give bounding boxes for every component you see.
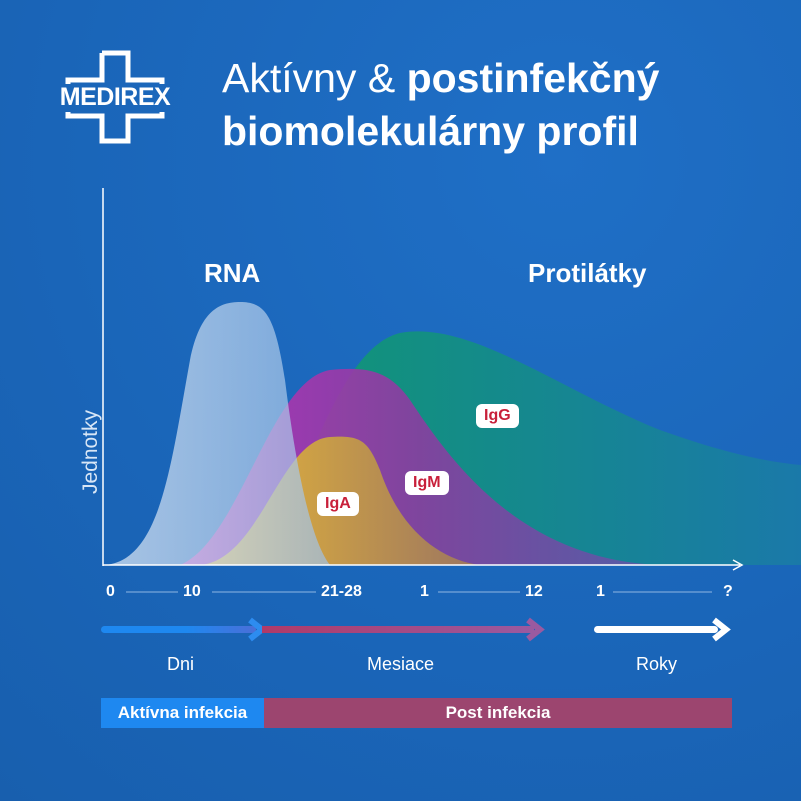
phase-active: Aktívna infekcia — [101, 698, 264, 728]
title-bold: postinfekčný — [406, 55, 660, 101]
title-light: Aktívny & — [222, 55, 407, 101]
years-arrow — [594, 626, 718, 633]
months-arrowhead-icon — [526, 617, 545, 642]
rna-label: RNA — [204, 258, 261, 288]
y-axis-label: Jednotky — [79, 409, 102, 495]
page-title: Aktívny & postinfekčný biomolekulárny pr… — [222, 52, 659, 158]
tick-label: 1 — [596, 583, 605, 600]
days-arrow — [101, 626, 256, 633]
years-arrowhead-icon — [712, 617, 731, 642]
unit-years: Roky — [636, 654, 678, 674]
tick-label: 1 — [420, 583, 429, 600]
logo-text: MEDIREX — [59, 83, 171, 111]
igm-badge: IgM — [405, 471, 449, 495]
unit-days: Dni — [167, 654, 195, 674]
months-arrow — [262, 626, 534, 633]
tick-label: 21-28 — [321, 583, 362, 600]
rna-area — [105, 302, 330, 565]
phase-post: Post infekcia — [264, 698, 732, 728]
igg-badge: IgG — [476, 404, 519, 428]
tick-label: 10 — [183, 583, 201, 600]
x-axis-arrow-icon — [732, 559, 744, 571]
tick-label: ? — [723, 583, 733, 600]
medirex-logo: MEDIREX — [52, 50, 178, 144]
unit-months: Mesiace — [367, 654, 435, 674]
title-line2: biomolekulárny profil — [222, 108, 639, 154]
tick-label: 0 — [106, 583, 115, 600]
antibodies-label: Protilátky — [528, 258, 647, 288]
cross-icon — [65, 50, 165, 144]
iga-badge: IgA — [317, 492, 359, 516]
tick-label: 12 — [525, 583, 543, 600]
